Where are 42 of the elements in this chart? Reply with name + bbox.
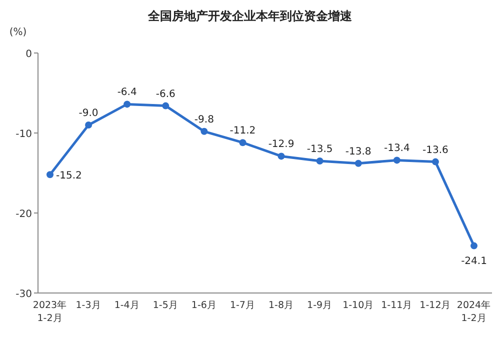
x-tick-label: 2023年 1-2月 xyxy=(32,299,68,324)
data-label: -13.6 xyxy=(422,144,448,156)
data-label: -11.2 xyxy=(230,126,256,137)
x-tick-label: 1-11月 xyxy=(381,300,413,311)
chart-title: 全国房地产开发企业本年到位资金增速 xyxy=(147,9,353,23)
x-tick-label: 1-10月 xyxy=(342,300,374,311)
data-label: -13.8 xyxy=(345,146,372,158)
x-tick-label: 1-8月 xyxy=(268,300,294,311)
y-tick-label: 0 xyxy=(26,49,32,60)
point xyxy=(124,100,131,108)
point xyxy=(239,139,246,146)
data-label: -12.9 xyxy=(268,139,294,150)
y-axis-title: (%) xyxy=(9,27,27,38)
data-label: -9.8 xyxy=(194,114,214,126)
data-label: -6.4 xyxy=(117,87,137,98)
data-label: -15.2 xyxy=(56,170,82,182)
data-label: -24.1 xyxy=(461,256,487,267)
data-label: -13.4 xyxy=(384,143,410,154)
point xyxy=(46,171,54,178)
point xyxy=(316,158,324,164)
x-tick-label: 2024年 1-2月 xyxy=(456,299,492,324)
x-tick-label: 1-6月 xyxy=(191,300,217,311)
x-tick-label: 1-3月 xyxy=(76,300,102,311)
point xyxy=(85,122,92,128)
x-tick-label: 1-4月 xyxy=(114,300,140,311)
x-tick-label: 1-12月 xyxy=(420,300,452,311)
y-tick-label: -30 xyxy=(16,289,32,300)
point xyxy=(354,160,362,167)
data-label: -6.6 xyxy=(156,88,176,100)
point xyxy=(432,158,439,166)
y-tick-label: -20 xyxy=(16,209,32,220)
point xyxy=(393,156,400,164)
point xyxy=(470,242,478,250)
data-label: -9.0 xyxy=(78,108,98,119)
x-tick-label: 1-5月 xyxy=(152,300,178,311)
point xyxy=(278,152,285,160)
x-tick-label: 1-7月 xyxy=(230,300,256,311)
y-tick-label: -10 xyxy=(16,129,32,140)
data-label: -13.5 xyxy=(306,144,333,155)
x-tick-label: 1-9月 xyxy=(307,300,333,311)
point xyxy=(162,102,170,110)
point xyxy=(200,128,208,135)
